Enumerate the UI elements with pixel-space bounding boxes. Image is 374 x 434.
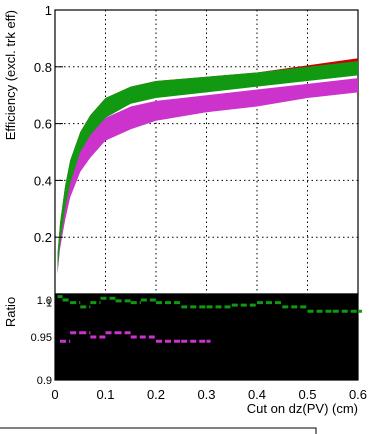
x-tick-label: 0.3: [197, 387, 215, 402]
efficiency-y-tick-label: 0.2: [34, 230, 52, 245]
legend-box: [0, 427, 317, 434]
ratio-series-1: [60, 331, 211, 343]
efficiency-plot-frame: [54, 9, 359, 295]
ratio-y-axis-title: Ratio: [3, 297, 18, 327]
x-axis-title: Cut on dz(PV) (cm): [247, 401, 358, 416]
ratio-series: [57, 295, 362, 343]
ratio-y-tick-label: 0.9: [37, 375, 52, 387]
x-tick-label: 0.5: [298, 387, 316, 402]
x-tick-label: 0.4: [248, 387, 266, 402]
x-tick-label: 0.2: [147, 387, 165, 402]
efficiency-bands: [57, 58, 359, 275]
x-tick-label: 0.1: [96, 387, 114, 402]
ratio-series-0: [57, 295, 362, 313]
efficiency-y-tick-label: 0.4: [34, 173, 52, 188]
efficiency-y-axis-title: Efficiency (excl. trk eff): [3, 10, 18, 140]
efficiency-y-ticks: 0.2 0.4 0.6 0.8 1: [34, 3, 63, 245]
efficiency-y-tick-label: 0.8: [34, 60, 52, 75]
efficiency-y-tick-label: 1: [45, 3, 52, 18]
ratio-x-ticks: 0 0.1 0.2 0.3 0.4 0.5 0.6: [51, 374, 367, 402]
ratio-y-tick-label: 1.0: [37, 295, 52, 307]
efficiency-band-1: [57, 78, 359, 275]
ratio-y-tick-label: 1: [46, 298, 52, 310]
ratio-y-ticks: 0.9 0.95 11.0: [31, 295, 52, 387]
x-tick-label: 0.6: [349, 387, 367, 402]
x-tick-label: 0: [51, 387, 58, 402]
efficiency-panel: 0.2 0.4 0.6 0.8 1 Efficiency (excl. trk eff): [3, 3, 359, 295]
ratio-y-tick-label: 0.95: [31, 332, 52, 344]
legend-border: [0, 427, 317, 434]
efficiency-y-tick-label: 0.6: [34, 117, 52, 132]
ratio-panel: 0.9 0.95 11.0 0 0.1 0.2 0.3 0.4 0.5 0.6 Ratio Cu…: [3, 293, 367, 416]
